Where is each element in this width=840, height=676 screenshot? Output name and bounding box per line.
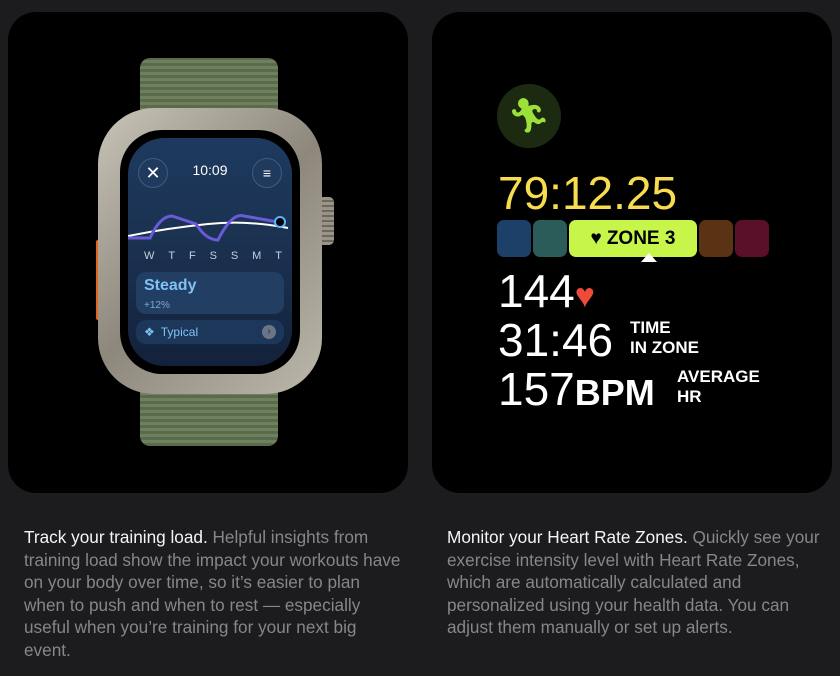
heart-description: Monitor your Heart Rate Zones. Quickly s… [447,526,827,639]
range-icon: ❖ [144,325,155,339]
heart-rate-card: 🏃︎ 79:12.25 ♥ ZONE 3 144♥ 31:46 TIME IN ZO… [432,12,832,493]
digital-crown [318,197,334,245]
status-change: +12% [144,300,170,311]
training-description: Track your training load. Helpful insigh… [24,526,404,661]
average-hr-label: AVERAGE HR [677,367,760,407]
day-label: F [188,250,196,262]
average-hr-value: 157 [498,363,575,415]
training-heading: Track your training load. [24,527,208,547]
heart-icon: ♥ [574,277,595,315]
day-label: S [230,250,239,262]
label-line: TIME [630,318,671,337]
day-label: T [168,250,176,262]
heart-rate-value: 144 [498,265,575,317]
running-icon: 🏃︎ [497,84,561,148]
training-body: Helpful insights from training load show… [24,527,401,660]
typical-row[interactable]: ❖ Typical › [136,320,284,344]
elapsed-time: 79:12.25 [498,167,678,219]
heart-rate: 144♥ [498,268,595,314]
zone-4 [699,220,733,257]
day-label: T [275,250,282,262]
filter-icon[interactable]: ≡ [252,158,282,188]
zone-1 [497,220,531,257]
status-tile[interactable]: Steady +12% [136,272,284,314]
zone-2 [533,220,567,257]
close-icon[interactable]: ✕ [138,158,168,188]
heart-icon: ♥ [590,227,602,249]
zone-5 [735,220,769,257]
zone-3: ♥ ZONE 3 [569,220,697,262]
status-label: Steady [144,277,197,294]
watch-time: 10:09 [192,162,228,178]
heart-body: Quickly see your exercise intensity leve… [447,527,820,637]
time-in-zone-value: 31:46 [498,314,614,366]
time-in-zone-label: TIME IN ZONE [630,318,699,358]
training-load-graph [128,214,289,242]
zone-label: ZONE 3 [606,227,676,249]
label-line: HR [677,387,702,406]
typical-label: Typical [160,325,199,339]
chevron-right-icon: › [262,325,276,339]
day-label: M [252,250,262,262]
heart-heading: Monitor your Heart Rate Zones. [447,527,688,547]
label-line: AVERAGE [677,367,760,386]
zone-bar: ♥ ZONE 3 [497,220,769,262]
average-hr: 157BPM [498,366,655,412]
day-label: S [209,250,217,262]
bpm-unit: BPM [574,372,655,413]
day-label: W [144,250,155,262]
label-line: IN ZONE [630,338,699,357]
